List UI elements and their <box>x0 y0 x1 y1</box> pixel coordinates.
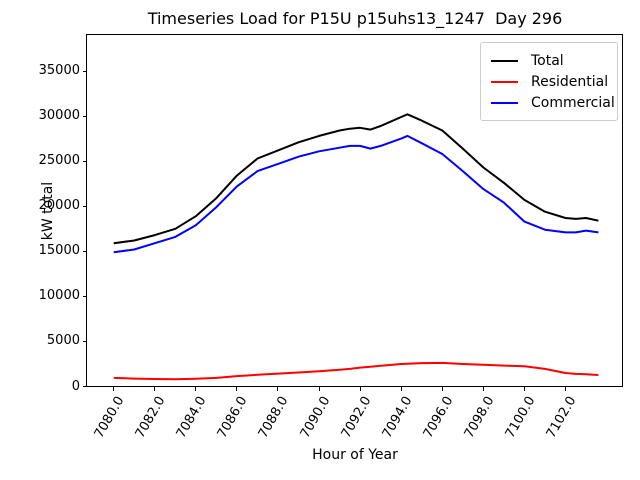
x-tick-mark <box>400 386 402 391</box>
legend-entry-residential: Residential <box>491 71 609 92</box>
x-tick-mark <box>482 386 484 391</box>
x-tick-mark <box>154 386 156 391</box>
x-tick-mark <box>523 386 525 391</box>
legend-line-swatch <box>491 59 518 62</box>
x-tick-mark <box>318 386 320 391</box>
line-residential <box>113 361 599 381</box>
y-tick-label: 15000 <box>38 243 80 259</box>
legend-line-swatch <box>491 101 518 104</box>
y-tick-mark <box>83 70 87 72</box>
y-tick-label: 35000 <box>38 63 80 79</box>
legend-entry-commercial: Commercial <box>491 92 615 113</box>
legend-line-swatch <box>491 80 518 83</box>
legend-label: Total <box>531 52 564 69</box>
line-total <box>113 113 599 245</box>
y-tick-mark <box>83 205 87 207</box>
x-tick-mark <box>236 386 238 391</box>
x-tick-mark <box>441 386 443 391</box>
x-axis-label: Hour of Year <box>312 447 398 463</box>
legend-label: Residential <box>531 73 609 90</box>
y-axis-label: kW total <box>40 181 56 241</box>
y-tick-label: 10000 <box>38 288 80 304</box>
y-tick-mark <box>83 250 87 252</box>
x-tick-mark <box>359 386 361 391</box>
chart-title: Timeseries Load for P15U p15uhs13_1247 D… <box>147 9 563 28</box>
y-tick-label: 20000 <box>38 198 80 214</box>
y-tick-label: 0 <box>71 378 80 394</box>
y-tick-label: 30000 <box>38 108 80 124</box>
x-tick-mark <box>564 386 566 391</box>
legend-entry-total: Total <box>491 50 607 71</box>
y-tick-mark <box>83 295 87 297</box>
y-tick-mark <box>83 115 87 117</box>
legend: Total Residential Commercial <box>480 42 618 121</box>
x-tick-mark <box>277 386 279 391</box>
y-tick-mark <box>83 160 87 162</box>
y-tick-label: 5000 <box>46 333 80 349</box>
y-tick-label: 25000 <box>38 153 80 169</box>
y-tick-mark <box>83 340 87 342</box>
legend-label: Commercial <box>531 94 615 111</box>
x-tick-mark <box>195 386 197 391</box>
x-tick-mark <box>113 386 115 391</box>
y-tick-mark <box>83 386 87 387</box>
line-commercial <box>113 134 599 254</box>
